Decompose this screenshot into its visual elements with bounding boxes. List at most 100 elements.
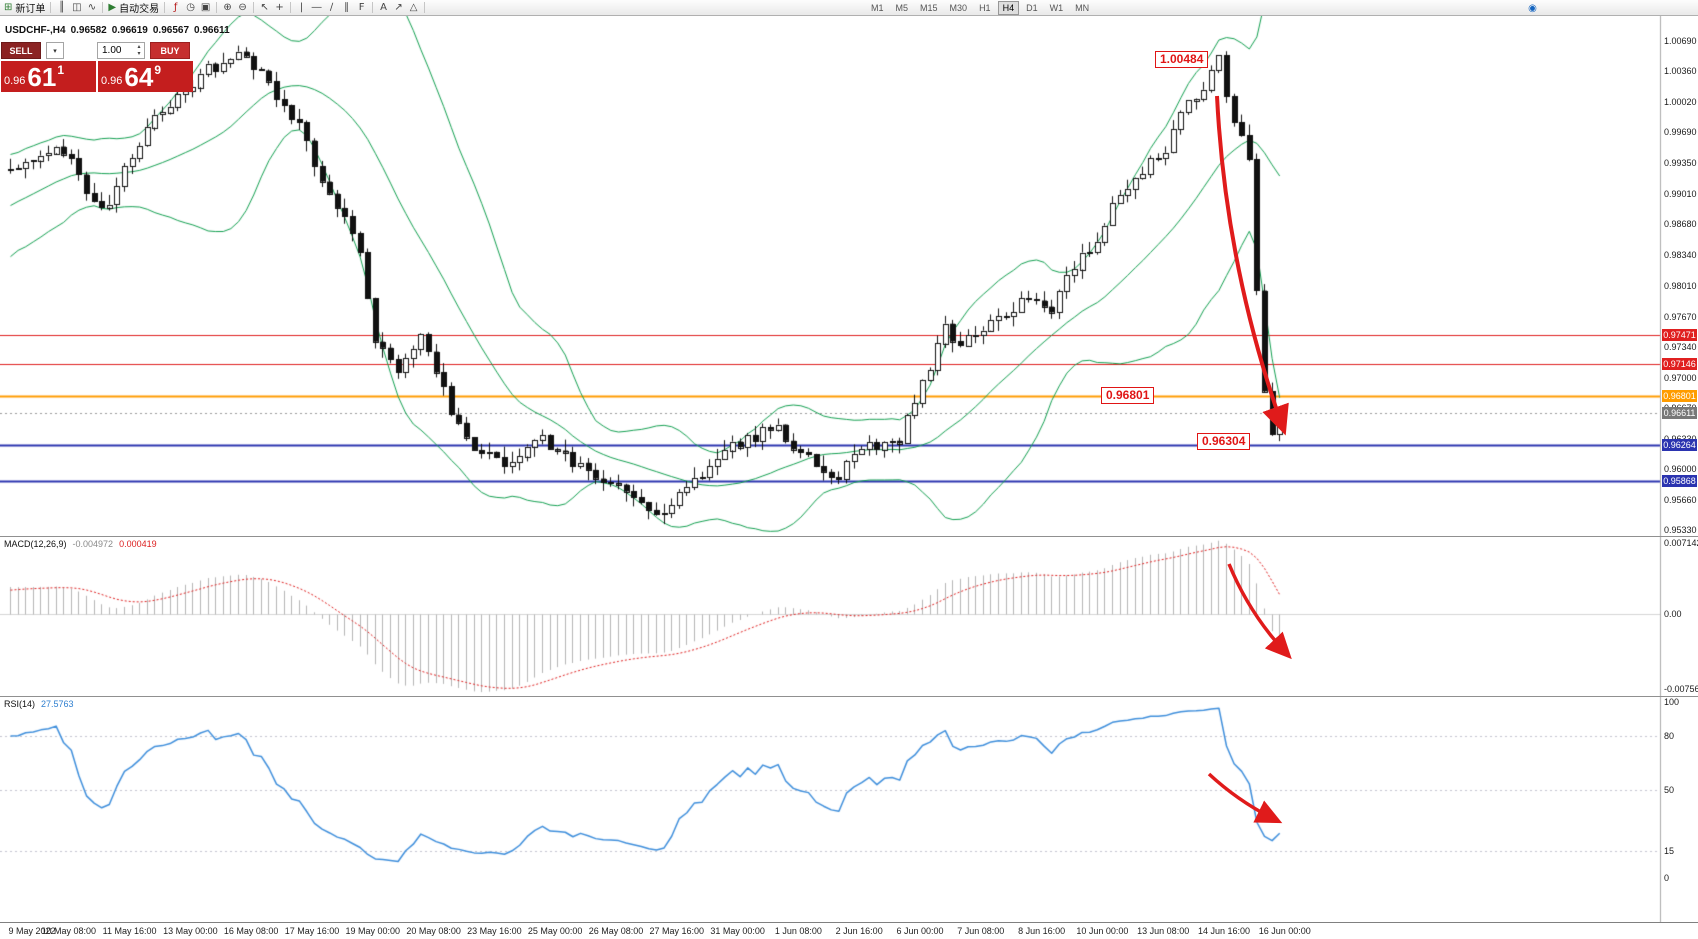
line-chart-button[interactable]: ∿ [84,0,99,15]
time-axis-label: 31 May 00:00 [710,926,765,936]
horizontal-line-icon: ― [311,2,322,13]
one-click-trading-panel: SELL ▾ ▴▾ BUY 0.96 61 1 0.96 64 9 [1,42,193,92]
time-axis-label: 23 May 16:00 [467,926,522,936]
candlestick-chart-canvas[interactable] [0,16,1698,536]
rsi-axis-tick: 80 [1664,731,1675,742]
rsi-indicator-panel[interactable]: RSI(14) 27.5763 100 80 50 15 0 [0,696,1698,922]
shapes-icon: △ [409,2,418,13]
ohlc-close: 0.96611 [194,25,230,36]
chart-ohlc-header: USDCHF-,H4 0.96582 0.96619 0.96567 0.96611 [5,25,235,36]
time-axis-label: 19 May 00:00 [345,926,401,936]
ohlc-open: 0.96582 [70,25,107,36]
cursor-button[interactable]: ↖ [257,0,272,15]
sell-button[interactable]: SELL [1,42,41,59]
timeframe-h1-button[interactable]: H1 [979,3,991,13]
crosshair-icon: + [275,2,284,13]
zoom-out-button[interactable]: ⊖ [235,0,250,15]
buy-button[interactable]: BUY [150,42,190,59]
new-order-button[interactable]: ⊞ 新订单 [2,0,47,15]
timeframe-h4-button[interactable]: H4 [997,1,1020,15]
channel-icon: ∥ [344,2,350,13]
support-price-label[interactable]: 0.96801 [1101,387,1155,404]
zoom-in-icon: ⊕ [223,2,232,13]
low-price-label[interactable]: 0.96304 [1197,433,1251,450]
time-axis-label: 8 Jun 16:00 [1018,926,1066,936]
time-axis-label: 25 May 00:00 [527,926,583,936]
macd-label: MACD(12,26,9) -0.004972 0.000419 [4,539,157,549]
rsi-axis-tick: 100 [1664,697,1680,707]
timeframe-w1-button[interactable]: W1 [1049,3,1064,13]
zoom-in-button[interactable]: ⊕ [220,0,235,15]
auto-trading-button-label: 自动交易 [119,4,160,15]
new-chart-button[interactable]: ▣ [198,0,213,15]
rsi-label: RSI(14) 27.5763 [4,699,74,709]
text-icon: A [380,2,388,13]
toolbar-separator [424,2,426,13]
time-axis-label: 9 May 2022 [8,926,56,936]
price-scale-tag: 0.96264 [1662,438,1697,451]
timeframe-m30-button[interactable]: M30 [949,3,968,13]
toolbar-separator [50,2,52,13]
new-order-icon: ⊞ [4,2,13,13]
ask-quote[interactable]: 0.96 64 9 [98,61,193,92]
candlestick-chart-button[interactable]: ◫ [69,0,84,15]
macd-canvas[interactable] [0,537,1698,696]
channel-button[interactable]: ∥ [339,0,354,15]
timeframe-m15-button[interactable]: M15 [920,3,938,13]
auto-trading-button[interactable]: ▶ 自动交易 [106,0,161,15]
timeframe-m5-button[interactable]: M5 [895,3,909,13]
rsi-canvas[interactable] [0,697,1698,922]
timeframe-mn-button[interactable]: MN [1075,3,1090,13]
bid-big-digits: 61 [27,62,57,92]
text-button[interactable]: A [376,0,391,15]
price-chart-panel[interactable]: USDCHF-,H4 0.96582 0.96619 0.96567 0.96611 S… [0,16,1698,536]
crosshair-button[interactable]: + [272,0,287,15]
arrows-icon: ↗ [394,2,403,13]
order-type-dropdown[interactable]: ▾ [46,42,64,59]
price-axis-tick: 1.00020 [1664,97,1697,108]
timeframe-d1-button[interactable]: D1 [1026,3,1038,13]
vertical-line-icon: | [299,2,304,13]
ohlc-low: 0.96567 [152,25,190,36]
bar-chart-button[interactable]: ║ [54,0,69,15]
new-order-button-label: 新订单 [15,4,46,15]
spin-up-icon[interactable]: ▴ [137,43,141,50]
price-axis-tick: 0.95660 [1664,494,1697,505]
horizontal-line-button[interactable]: ― [309,0,324,15]
clock-button[interactable]: ◷ [183,0,198,15]
ask-pip-digit: 9 [154,63,162,77]
spin-down-icon[interactable]: ▾ [137,50,141,57]
price-scale-tag: 0.95868 [1662,474,1697,487]
arrows-button[interactable]: ↗ [391,0,406,15]
price-axis-tick: 0.98010 [1664,280,1697,291]
vertical-line-button[interactable]: | [294,0,309,15]
lot-size-input[interactable] [97,42,145,59]
bid-quote[interactable]: 0.96 61 1 [1,61,96,92]
time-axis-label: 6 Jun 00:00 [896,926,944,936]
time-axis-label: 17 May 16:00 [284,926,340,936]
trendline-button[interactable]: ∕ [324,0,339,15]
indicators-icon: ƒ [173,2,178,13]
fibonacci-button[interactable]: F [354,0,369,15]
toolbar-separator [290,2,292,13]
price-axis-tick: 0.99350 [1664,158,1697,169]
macd-name: MACD(12,26,9) [4,539,67,549]
new-chart-icon: ▣ [200,2,211,13]
time-axis-label: 2 Jun 16:00 [835,926,883,936]
macd-indicator-panel[interactable]: MACD(12,26,9) -0.004972 0.000419 0.007142 0… [0,536,1698,696]
indicators-button[interactable]: ƒ [168,0,183,15]
toolbar-separator [253,2,255,13]
peak-price-label[interactable]: 1.00484 [1155,51,1209,68]
lot-spinner[interactable]: ▴ ▾ [134,43,144,58]
rsi-value: 27.5763 [41,699,74,709]
ask-prefix: 0.96 [101,75,123,87]
community-icon[interactable]: ◉ [1528,2,1537,14]
price-axis-tick: 0.96330 [1664,434,1697,444]
bar-chart-icon: ║ [58,2,65,13]
time-axis-label: 1 Jun 08:00 [774,926,822,936]
price-axis-tick: 0.97670 [1664,311,1697,322]
shapes-button[interactable]: △ [406,0,421,15]
timeframe-m1-button[interactable]: M1 [871,3,884,13]
rsi-name: RSI(14) [4,699,36,709]
